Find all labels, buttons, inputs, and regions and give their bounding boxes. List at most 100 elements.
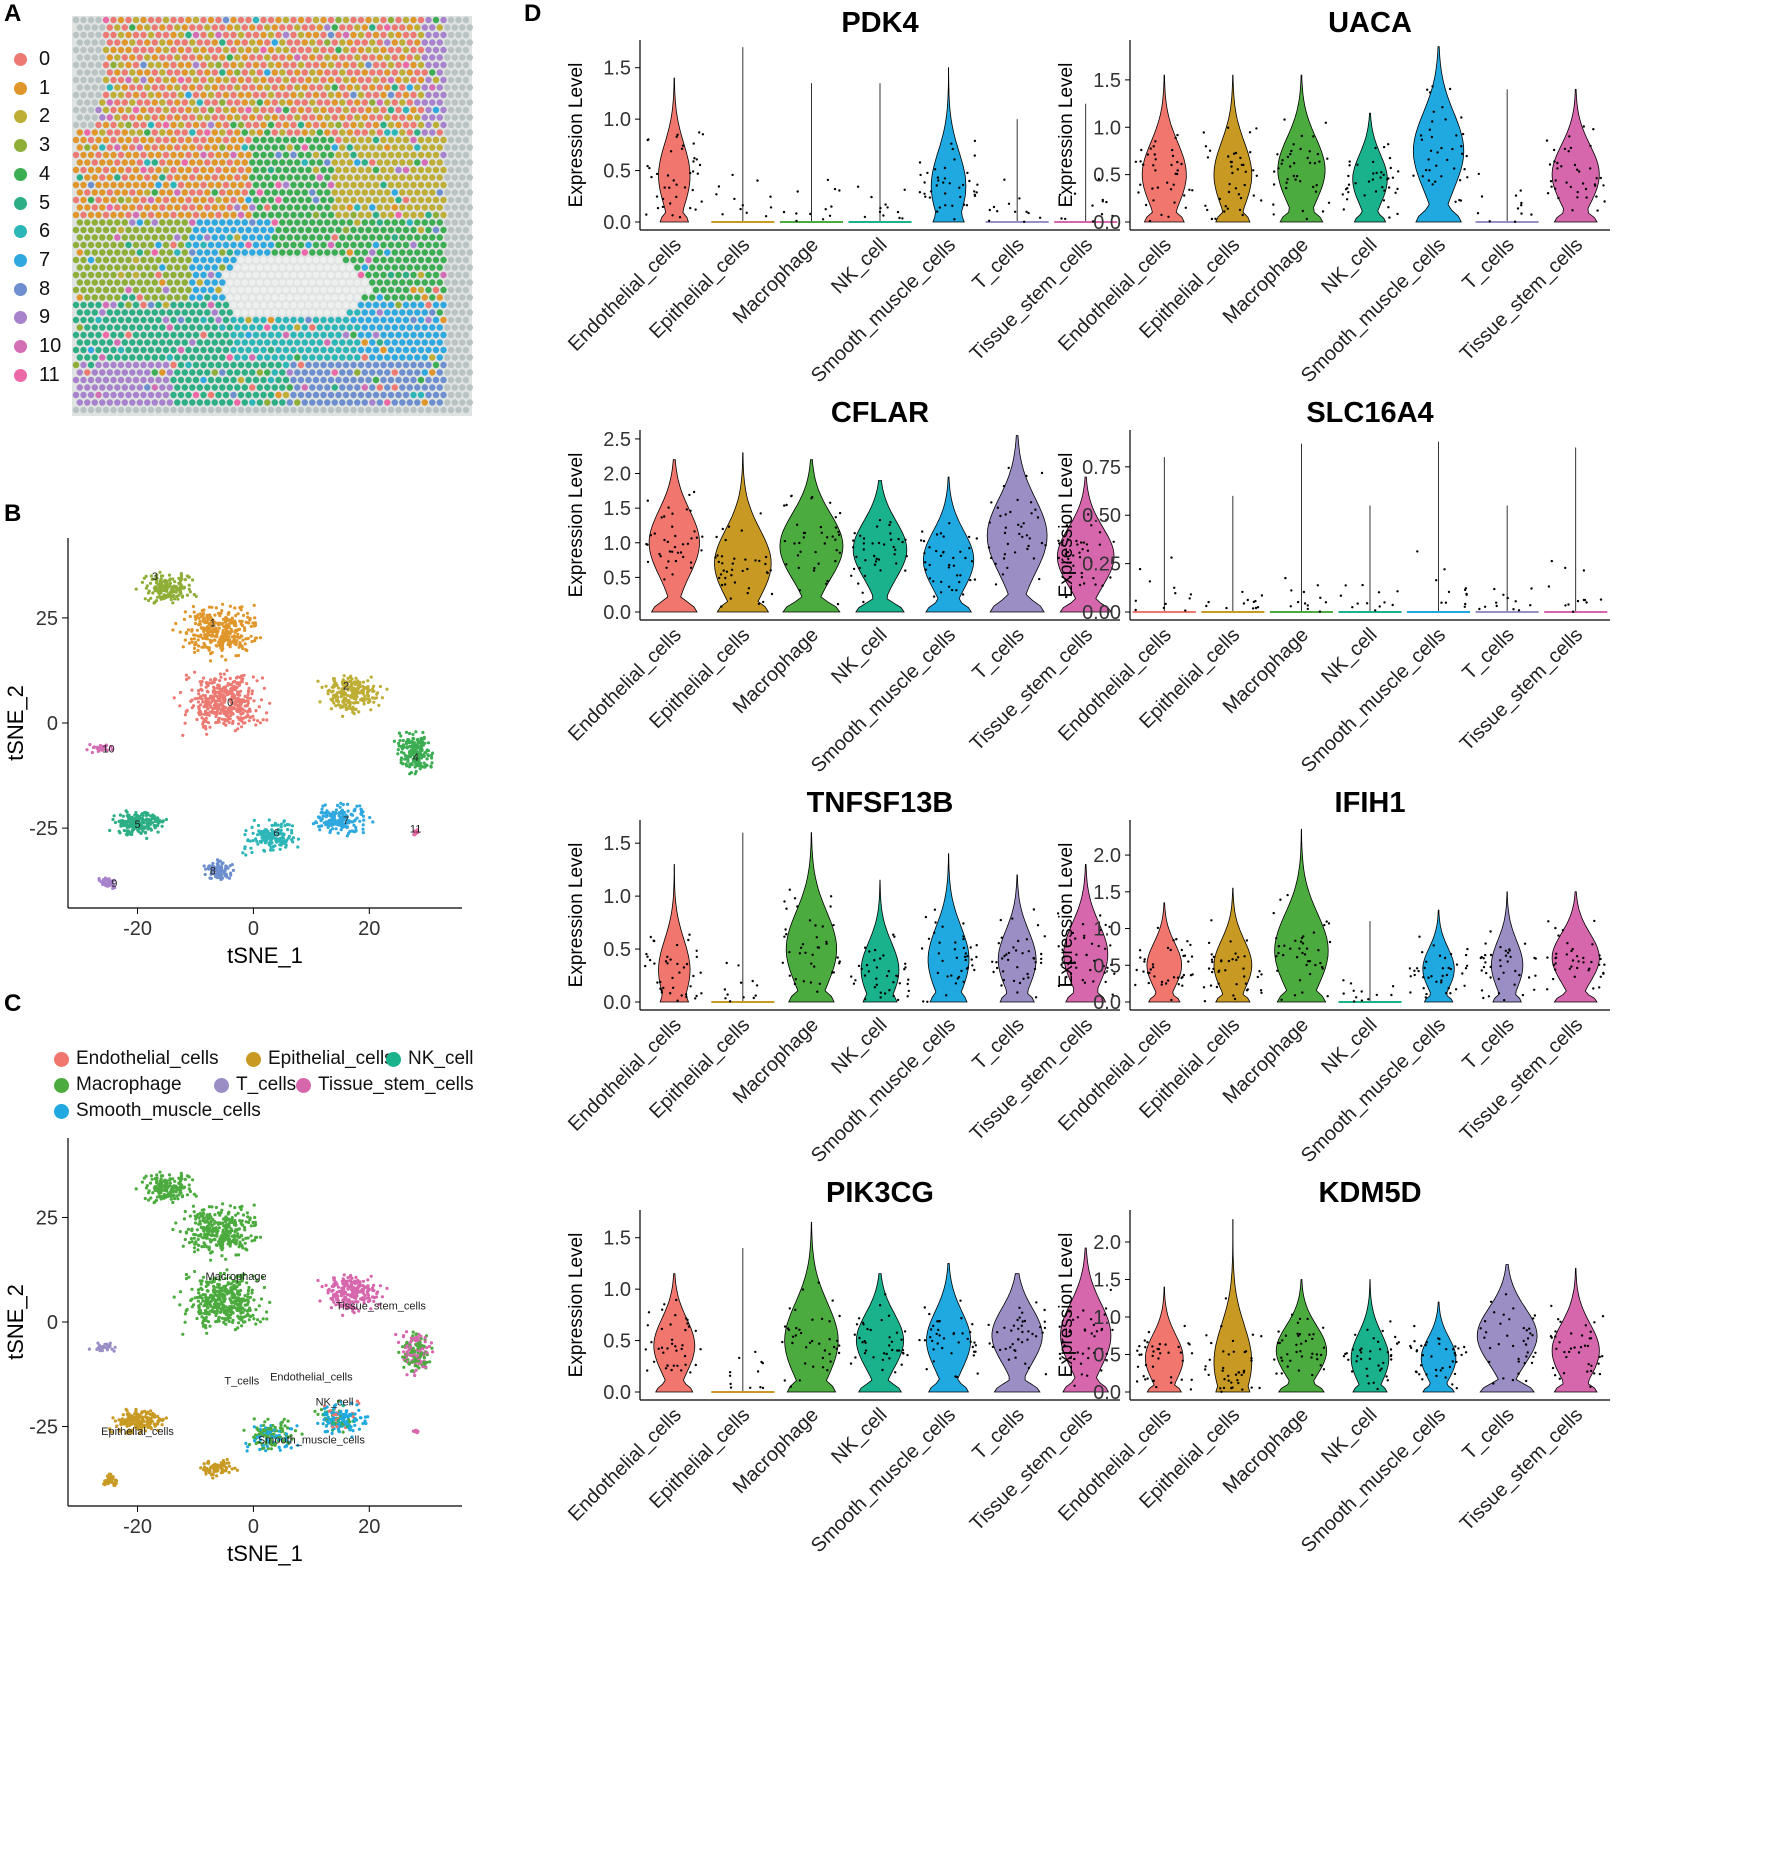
tissue-spot	[328, 302, 334, 308]
tissue-spot	[339, 144, 345, 150]
tissue-spot	[193, 302, 199, 308]
tissue-spot	[339, 279, 345, 285]
tissue-spot	[103, 62, 109, 68]
tissue-spot	[388, 92, 394, 98]
tissue-spot	[354, 69, 360, 75]
tsne-point	[143, 577, 146, 580]
tissue-spot	[110, 317, 116, 323]
tsne-point	[263, 850, 266, 853]
tissue-spot	[290, 122, 296, 128]
tissue-spot	[433, 107, 439, 113]
tsne-point	[234, 629, 237, 632]
tissue-spot	[155, 167, 161, 173]
tissue-spot	[223, 122, 229, 128]
tissue-spot	[253, 62, 259, 68]
tissue-spot	[317, 249, 323, 255]
tissue-spot	[418, 302, 424, 308]
tissue-spot	[302, 54, 308, 60]
tsne-point	[244, 853, 247, 856]
tsne-point	[208, 606, 211, 609]
tissue-spot	[320, 197, 326, 203]
tissue-spot	[309, 249, 315, 255]
tissue-spot	[99, 99, 105, 105]
tissue-spot	[455, 272, 461, 278]
tissue-spot	[414, 174, 420, 180]
tissue-spot	[137, 234, 143, 240]
tissue-spot	[380, 92, 386, 98]
cluster-label: 2	[343, 680, 349, 692]
tissue-spot	[133, 212, 139, 218]
tsne-point	[329, 698, 332, 701]
tissue-spot	[313, 407, 319, 413]
tissue-spot	[324, 309, 330, 315]
tsne-point	[199, 703, 202, 706]
tissue-spot	[407, 264, 413, 270]
tissue-spot	[178, 77, 184, 83]
tsne-point	[259, 721, 262, 724]
tissue-spot	[440, 407, 446, 413]
tsne-point	[381, 696, 384, 699]
tissue-spot	[369, 24, 375, 30]
tsne-point	[209, 695, 212, 698]
tissue-spot	[170, 392, 176, 398]
tsne-point	[184, 713, 187, 716]
tissue-spot	[193, 332, 199, 338]
tissue-spot	[407, 339, 413, 345]
tissue-spot	[422, 174, 428, 180]
tissue-spot	[347, 294, 353, 300]
tissue-spot	[257, 39, 263, 45]
tissue-spot	[425, 77, 431, 83]
tissue-spot	[238, 302, 244, 308]
tissue-spot	[354, 294, 360, 300]
tissue-spot	[373, 182, 379, 188]
tissue-spot	[354, 354, 360, 360]
tissue-spot	[170, 272, 176, 278]
tissue-spot	[200, 107, 206, 113]
tissue-spot	[324, 219, 330, 225]
tsne-point	[202, 608, 205, 611]
tissue-spot	[418, 287, 424, 293]
tissue-spot	[182, 159, 188, 165]
tissue-spot	[459, 174, 465, 180]
tissue-spot	[84, 309, 90, 315]
tissue-spot	[335, 197, 341, 203]
tissue-spot	[264, 399, 270, 405]
tissue-spot	[204, 204, 210, 210]
tissue-spot	[80, 347, 86, 353]
tissue-spot	[268, 77, 274, 83]
tsne-point	[291, 824, 294, 827]
tissue-spot	[455, 107, 461, 113]
tissue-spot	[200, 17, 206, 23]
tissue-spot	[204, 189, 210, 195]
tissue-spot	[253, 347, 259, 353]
tissue-spot	[110, 47, 116, 53]
tissue-spot	[170, 362, 176, 368]
tsne-point	[350, 813, 353, 816]
tissue-spot	[268, 17, 274, 23]
tissue-spot	[88, 17, 94, 23]
tsne-point	[149, 597, 152, 600]
tissue-spot	[197, 144, 203, 150]
tissue-spot	[339, 219, 345, 225]
tsne-point	[205, 702, 208, 705]
tissue-spot	[294, 384, 300, 390]
tissue-spot	[347, 219, 353, 225]
tissue-spot	[174, 324, 180, 330]
tissue-spot	[388, 62, 394, 68]
tissue-spot	[309, 39, 315, 45]
tissue-spot	[95, 197, 101, 203]
tissue-spot	[317, 189, 323, 195]
tissue-spot	[122, 99, 128, 105]
tissue-spot	[118, 392, 124, 398]
tsne-point	[342, 803, 345, 806]
tissue-spot	[144, 144, 150, 150]
tissue-spot	[343, 212, 349, 218]
tissue-spot	[317, 384, 323, 390]
tissue-spot	[204, 309, 210, 315]
tissue-spot	[335, 227, 341, 233]
tissue-spot	[433, 362, 439, 368]
tissue-spot	[414, 129, 420, 135]
tissue-spot	[320, 17, 326, 23]
tissue-spot	[275, 332, 281, 338]
tissue-spot	[418, 17, 424, 23]
